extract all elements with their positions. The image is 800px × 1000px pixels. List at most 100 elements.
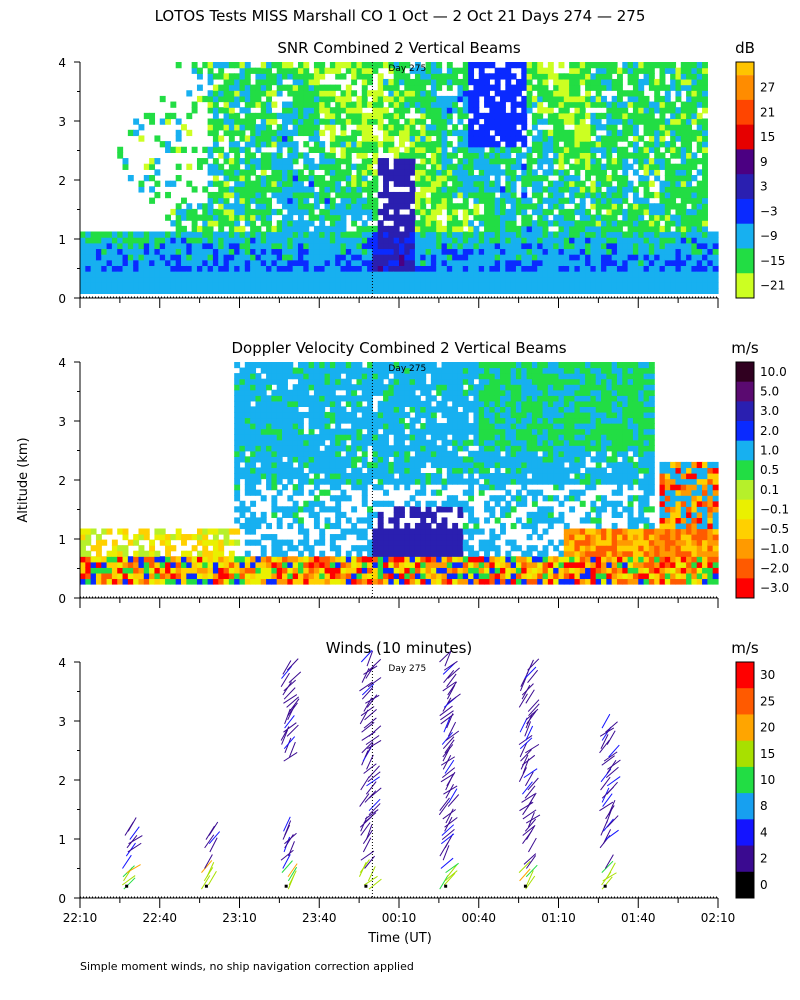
velocity-cell xyxy=(303,561,310,568)
snr-cell xyxy=(505,282,512,289)
snr-cell xyxy=(627,237,634,244)
snr-cell xyxy=(691,237,698,244)
snr-cell xyxy=(622,90,629,97)
snr-cell xyxy=(622,169,629,176)
velocity-cell xyxy=(212,556,219,563)
snr-cell xyxy=(659,158,666,165)
snr-cell xyxy=(585,231,591,238)
snr-cell xyxy=(531,112,538,120)
velocity-cell xyxy=(356,528,363,535)
snr-cell xyxy=(574,237,581,244)
snr-cell xyxy=(356,107,363,114)
snr-cell xyxy=(553,73,560,80)
snr-cell xyxy=(680,112,687,120)
snr-cell xyxy=(420,158,427,165)
snr-cell xyxy=(574,141,581,148)
velocity-cell xyxy=(260,406,267,413)
snr-cell xyxy=(329,118,336,125)
snr-cell xyxy=(228,186,235,193)
velocity-cell xyxy=(361,572,368,580)
snr-cell xyxy=(654,90,661,97)
velocity-cell xyxy=(356,395,363,402)
velocity-cell xyxy=(319,428,326,435)
snr-cell xyxy=(553,169,560,176)
snr-cell xyxy=(297,73,304,80)
snr-cell xyxy=(670,282,677,289)
velocity-cell xyxy=(127,578,134,585)
snr-cell xyxy=(579,67,586,74)
snr-cell xyxy=(170,259,177,266)
snr-cell xyxy=(515,259,522,266)
snr-cell xyxy=(212,107,219,114)
velocity-cell xyxy=(308,556,315,563)
snr-cell xyxy=(297,248,304,255)
snr-cell xyxy=(468,169,475,176)
snr-cell xyxy=(457,288,464,294)
snr-cell xyxy=(441,231,448,238)
snr-cell xyxy=(675,271,682,278)
snr-cell xyxy=(143,259,150,266)
velocity-cell xyxy=(287,417,294,424)
snr-cell xyxy=(223,118,230,125)
snr-cell xyxy=(473,271,480,278)
snr-cell xyxy=(702,67,708,74)
snr-cell xyxy=(303,231,310,238)
snr-cell xyxy=(340,101,347,108)
snr-cell xyxy=(436,225,443,233)
snr-cell xyxy=(484,220,490,227)
velocity-cell xyxy=(165,539,171,546)
snr-cell xyxy=(388,141,395,148)
snr-cell xyxy=(670,163,677,170)
velocity-cell xyxy=(351,522,358,530)
snr-cell xyxy=(111,271,118,278)
snr-cell xyxy=(702,276,708,283)
snr-cell xyxy=(468,141,475,148)
snr-cell xyxy=(266,265,272,272)
snr-cell xyxy=(611,124,618,131)
snr-cell xyxy=(414,169,421,176)
snr-cell xyxy=(399,124,405,131)
velocity-cell xyxy=(388,461,395,469)
snr-cell xyxy=(563,242,570,250)
snr-cell xyxy=(494,175,501,182)
velocity-cell xyxy=(212,561,219,568)
snr-cell xyxy=(473,186,480,193)
snr-cell xyxy=(702,124,708,131)
velocity-cell xyxy=(329,362,336,369)
velocity-cell xyxy=(255,400,262,407)
velocity-cell xyxy=(207,550,214,557)
snr-cell xyxy=(345,248,352,255)
snr-cell xyxy=(308,265,315,272)
snr-cell xyxy=(489,163,496,170)
snr-cell xyxy=(696,95,703,103)
velocity-cell xyxy=(196,528,203,535)
velocity-cell xyxy=(207,578,214,585)
snr-cell xyxy=(585,214,591,221)
snr-cell xyxy=(462,112,469,120)
snr-cell xyxy=(271,90,278,97)
snr-cell xyxy=(420,107,427,114)
velocity-cell xyxy=(324,428,331,435)
snr-cell xyxy=(691,214,698,221)
snr-cell xyxy=(218,146,225,153)
snr-cell xyxy=(521,254,528,261)
velocity-cell xyxy=(361,417,368,424)
velocity-cell xyxy=(340,478,347,485)
velocity-cell xyxy=(260,534,267,541)
snr-cell xyxy=(489,84,496,91)
snr-cell xyxy=(260,242,267,250)
velocity-cell xyxy=(255,489,262,496)
snr-cell xyxy=(452,225,459,233)
snr-cell xyxy=(478,220,485,227)
snr-cell xyxy=(574,78,581,86)
snr-cell xyxy=(255,90,262,97)
velocity-cell xyxy=(101,539,108,546)
velocity-cell xyxy=(372,411,379,419)
snr-cell xyxy=(686,78,693,86)
snr-cell xyxy=(313,180,320,187)
snr-cell xyxy=(478,180,485,187)
snr-cell xyxy=(611,220,618,227)
velocity-cell xyxy=(292,373,299,380)
snr-cell xyxy=(191,259,198,266)
velocity-cell xyxy=(170,567,177,574)
